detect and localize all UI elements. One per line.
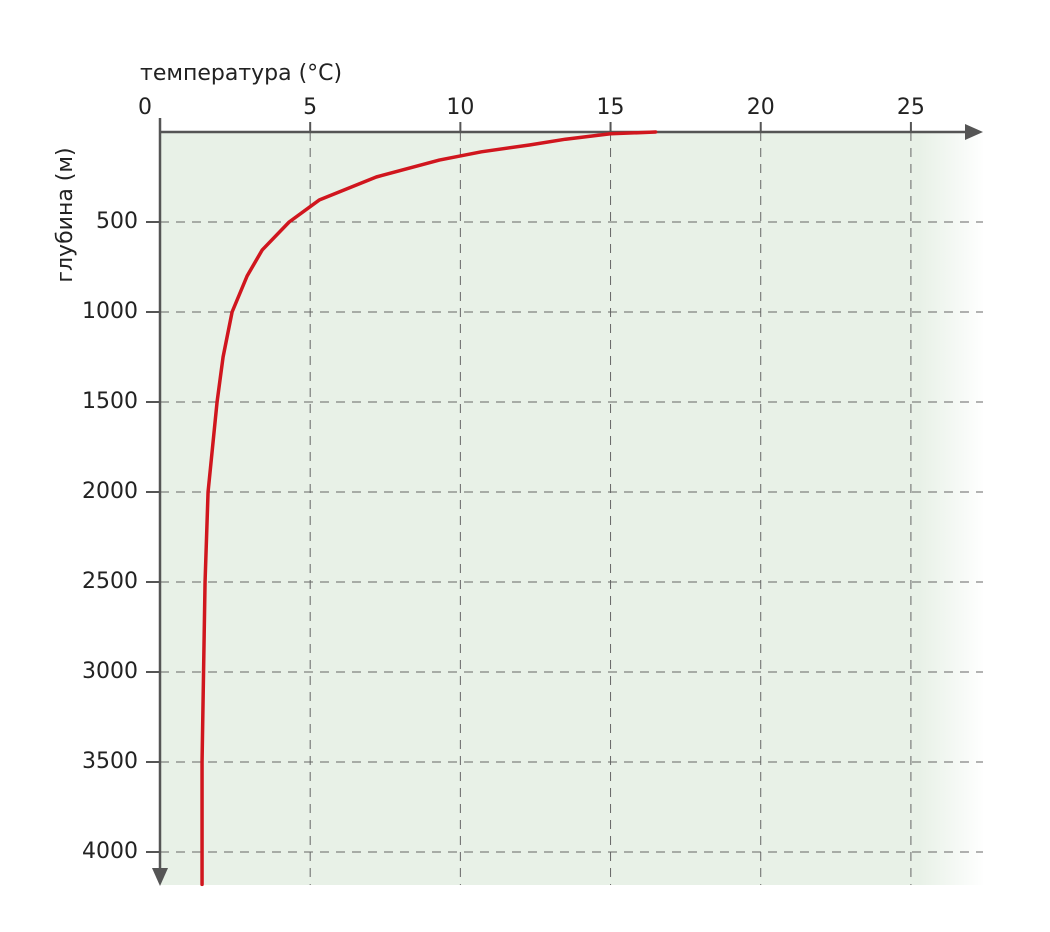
y-tick-label: 4000 <box>82 839 138 864</box>
y-tick-label: 500 <box>96 209 138 234</box>
y-tick-label: 2500 <box>82 569 138 594</box>
plot-fade <box>160 132 985 885</box>
x-tick-label: 20 <box>747 95 775 120</box>
temperature-line <box>200 130 658 887</box>
x-tick-label: 25 <box>897 95 925 120</box>
x-axis-arrow <box>965 124 983 140</box>
y-axis-arrow <box>152 868 168 886</box>
y-axis-label: глубина (м) <box>53 147 78 282</box>
x-tick-label: 10 <box>446 95 474 120</box>
chart-title: температура (°C) <box>140 61 342 86</box>
plot-area <box>160 132 985 885</box>
y-tick-label: 1500 <box>82 389 138 414</box>
y-tick-label: 3500 <box>82 749 138 774</box>
x-tick-label: 15 <box>597 95 625 120</box>
y-tick-label: 1000 <box>82 299 138 324</box>
y-tick-label: 2000 <box>82 479 138 504</box>
x-tick-label: 0 <box>138 95 152 120</box>
x-tick-label: 5 <box>303 95 317 120</box>
y-tick-label: 3000 <box>82 659 138 684</box>
